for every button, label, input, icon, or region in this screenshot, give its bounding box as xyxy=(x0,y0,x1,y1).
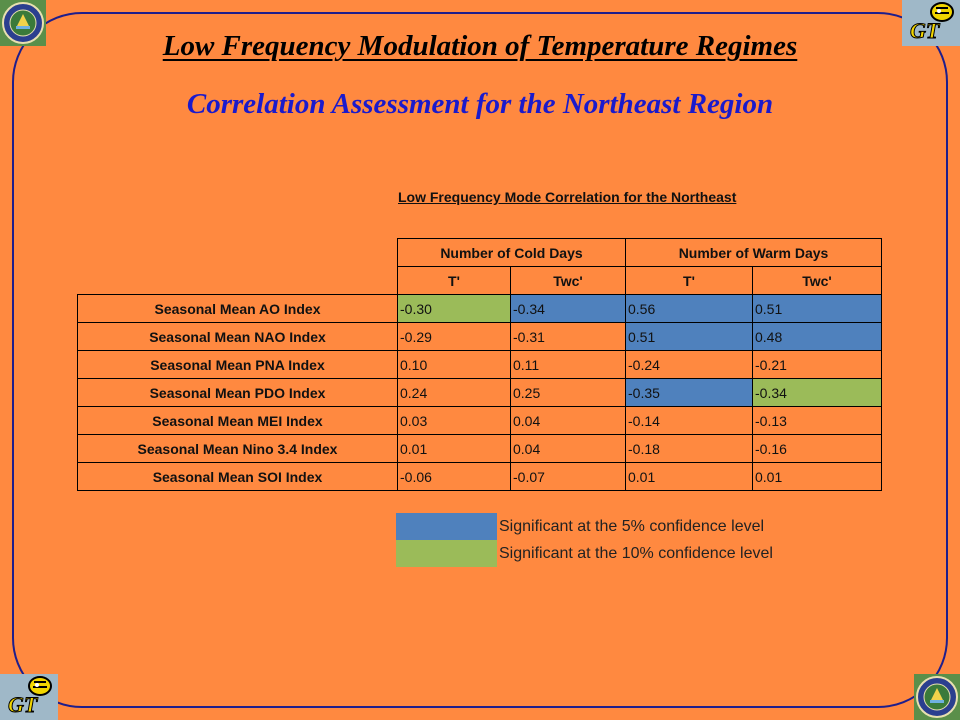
legend-swatch-10pct xyxy=(396,540,497,567)
georgia-tech-yellow-jacket-icon: GT xyxy=(902,0,960,46)
value-cell: 0.56 xyxy=(625,294,753,323)
value-cell: -0.34 xyxy=(752,378,882,407)
value-cell: -0.31 xyxy=(510,322,626,351)
value-cell: 0.51 xyxy=(625,322,753,351)
value-cell: 0.10 xyxy=(397,350,511,379)
table-row: Seasonal Mean AO Index -0.30 -0.34 0.56 … xyxy=(77,294,882,323)
value-cell: -0.35 xyxy=(625,378,753,407)
legend-label: Significant at the 10% confidence level xyxy=(499,544,773,562)
value-cell: -0.29 xyxy=(397,322,511,351)
value-cell: -0.30 xyxy=(397,294,511,323)
sub-header-cell: Twc' xyxy=(510,266,626,295)
row-label: Seasonal Mean MEI Index xyxy=(77,406,398,435)
svg-text:GT: GT xyxy=(8,692,39,717)
group-header-warm-days: Number of Warm Days xyxy=(625,238,882,267)
value-cell: -0.24 xyxy=(625,350,753,379)
value-cell: -0.18 xyxy=(625,434,753,463)
value-cell: 0.11 xyxy=(510,350,626,379)
row-label: Seasonal Mean Nino 3.4 Index xyxy=(77,434,398,463)
row-label: Seasonal Mean AO Index xyxy=(77,294,398,323)
row-label: Seasonal Mean NAO Index xyxy=(77,322,398,351)
doe-seal-icon xyxy=(0,0,46,46)
georgia-tech-yellow-jacket-icon: GT xyxy=(0,674,58,720)
row-label: Seasonal Mean PDO Index xyxy=(77,378,398,407)
value-cell: 0.24 xyxy=(397,378,511,407)
value-cell: 0.25 xyxy=(510,378,626,407)
value-cell: 0.03 xyxy=(397,406,511,435)
value-cell: 0.01 xyxy=(752,462,882,491)
table-row: Seasonal Mean Nino 3.4 Index 0.01 0.04 -… xyxy=(77,434,882,463)
table-row: Seasonal Mean NAO Index -0.29 -0.31 0.51… xyxy=(77,322,882,351)
table-row: Seasonal Mean PNA Index 0.10 0.11 -0.24 … xyxy=(77,350,882,379)
legend-item: Significant at the 5% confidence level xyxy=(396,513,773,540)
value-cell: -0.21 xyxy=(752,350,882,379)
sub-header-cell: T' xyxy=(625,266,753,295)
sub-header-cell: T' xyxy=(397,266,511,295)
value-cell: -0.07 xyxy=(510,462,626,491)
table-row: Seasonal Mean PDO Index 0.24 0.25 -0.35 … xyxy=(77,378,882,407)
value-cell: 0.04 xyxy=(510,434,626,463)
value-cell: -0.16 xyxy=(752,434,882,463)
legend-swatch-5pct xyxy=(396,513,497,540)
value-cell: -0.06 xyxy=(397,462,511,491)
value-cell: 0.01 xyxy=(625,462,753,491)
table-title: Low Frequency Mode Correlation for the N… xyxy=(398,189,737,205)
legend-item: Significant at the 10% confidence level xyxy=(396,540,773,567)
doe-seal-icon xyxy=(914,674,960,720)
value-cell: -0.14 xyxy=(625,406,753,435)
slide-subtitle: Correlation Assessment for the Northeast… xyxy=(186,88,774,120)
sub-header-row: T' Twc' T' Twc' xyxy=(78,266,882,295)
sub-header-cell: Twc' xyxy=(752,266,882,295)
legend-label: Significant at the 5% confidence level xyxy=(499,517,765,535)
group-header-cold-days: Number of Cold Days xyxy=(397,238,626,267)
value-cell: -0.13 xyxy=(752,406,882,435)
correlation-table: Number of Cold Days Number of Warm Days … xyxy=(77,238,882,491)
group-header-row: Number of Cold Days Number of Warm Days xyxy=(78,238,882,267)
significance-legend: Significant at the 5% confidence level S… xyxy=(396,513,773,567)
svg-text:GT: GT xyxy=(910,18,941,43)
value-cell: 0.51 xyxy=(752,294,882,323)
row-label: Seasonal Mean PNA Index xyxy=(77,350,398,379)
blank-cell xyxy=(78,267,398,295)
row-label: Seasonal Mean SOI Index xyxy=(77,462,398,491)
value-cell: 0.04 xyxy=(510,406,626,435)
value-cell: 0.01 xyxy=(397,434,511,463)
table-row: Seasonal Mean SOI Index -0.06 -0.07 0.01… xyxy=(77,462,882,491)
slide-frame xyxy=(12,12,948,708)
slide-title: Low Frequency Modulation of Temperature … xyxy=(162,30,798,62)
value-cell: -0.34 xyxy=(510,294,626,323)
value-cell: 0.48 xyxy=(752,322,882,351)
blank-cell xyxy=(78,239,398,267)
table-row: Seasonal Mean MEI Index 0.03 0.04 -0.14 … xyxy=(77,406,882,435)
